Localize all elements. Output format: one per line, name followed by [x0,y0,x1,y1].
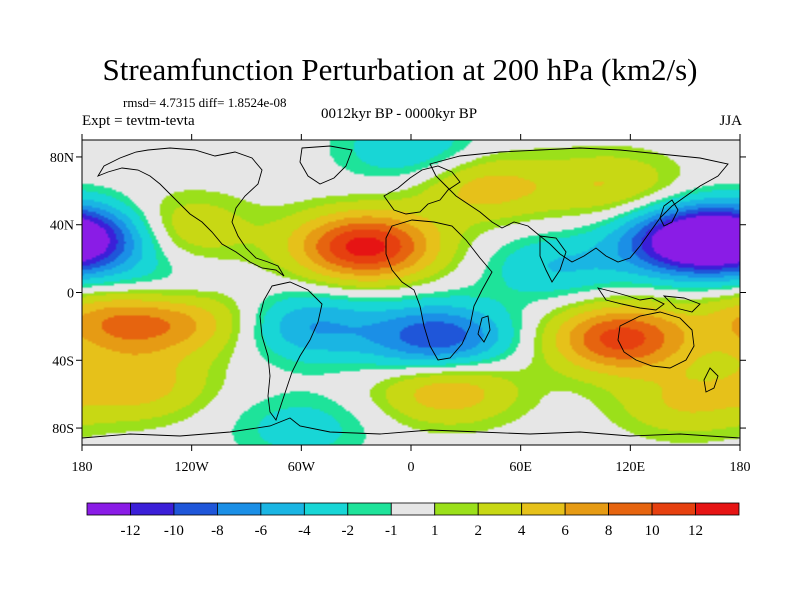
colorbar-swatch [86,502,131,516]
colorbar-tick-label: 8 [605,523,613,539]
y-tick-label: 40S [52,354,74,369]
streamfunction-field [82,140,740,445]
period-label: 0012kyr BP - 0000kyr BP [321,106,478,122]
x-tick-label: 60E [509,460,532,475]
colorbar-swatch [608,502,653,516]
coastline-north-america [96,147,285,277]
colorbar-swatch [130,502,175,516]
y-tick-label: 80S [52,422,74,437]
coastline-indonesia [596,287,665,311]
colorbar-tick-label: 2 [474,523,482,539]
colorbar-tick-label: 1 [431,523,439,539]
y-tick-label: 80N [50,151,74,166]
colorbar-swatch [390,502,436,516]
colorbar-swatch [651,502,696,516]
map-plot-area [81,139,741,446]
experiment-label: Expt = tevtm-tevta [82,113,195,129]
coastline-new-guinea [662,295,701,313]
colorbar-tick-label: 10 [645,523,660,539]
colorbar-tick-label: -1 [385,523,398,539]
colorbar: -12 -10 -8 -6 -4 -2 -1 1 2 4 6 8 10 12 [86,502,740,539]
coastline-europe [383,165,461,215]
colorbar-tick-label: -8 [211,523,224,539]
coastline-india [539,235,567,283]
axes: 180 120W 60W 0 60E 120E 180 80N 40N 0 40S 80S [50,134,751,475]
x-tick-label: 120E [616,460,646,475]
colorbar-swatch [521,502,566,516]
coastline-south-america [259,281,323,421]
colorbar-tick-label: -12 [120,523,140,539]
coastline-australia [617,311,695,369]
colorbar-tick-label: -10 [164,523,184,539]
colorbar-tick-label: -4 [298,523,311,539]
coastline-greenland [299,145,353,185]
coastline-africa [385,219,493,361]
coastline-asia [429,147,729,263]
season-label: JJA [719,113,742,129]
colorbar-swatch [434,502,479,516]
y-tick-label: 40N [50,219,74,234]
colorbar-swatch [347,502,392,516]
colorbar-swatch [303,502,349,516]
x-tick-label: 120W [175,460,210,475]
coastlines [81,145,741,439]
stats-text: rmsd= 4.7315 diff= 1.8524e-08 [123,95,287,110]
coastline-new-zealand [703,367,719,393]
chart-title: Streamfunction Perturbation at 200 hPa (… [102,52,698,87]
colorbar-tick-label: 6 [561,523,569,539]
x-tick-label: 60W [288,460,316,475]
colorbar-tick-label: 4 [518,523,526,539]
coastline-japan [659,199,679,227]
colorbar-tick-label: -6 [255,523,268,539]
coastline-madagascar [477,315,491,343]
x-tick-label: 180 [730,460,751,475]
colorbar-swatch [216,502,262,516]
colorbar-swatch [173,502,218,516]
colorbar-swatch [564,502,610,516]
colorbar-swatch [695,502,740,516]
y-tick-label: 0 [67,287,74,302]
colorbar-tick-label: -2 [342,523,355,539]
x-tick-label: 180 [72,460,93,475]
x-tick-label: 0 [408,460,415,475]
colorbar-swatch [477,502,523,516]
colorbar-tick-label: 12 [688,523,703,539]
colorbar-swatch [260,502,305,516]
coastline-antarctica [81,417,741,439]
